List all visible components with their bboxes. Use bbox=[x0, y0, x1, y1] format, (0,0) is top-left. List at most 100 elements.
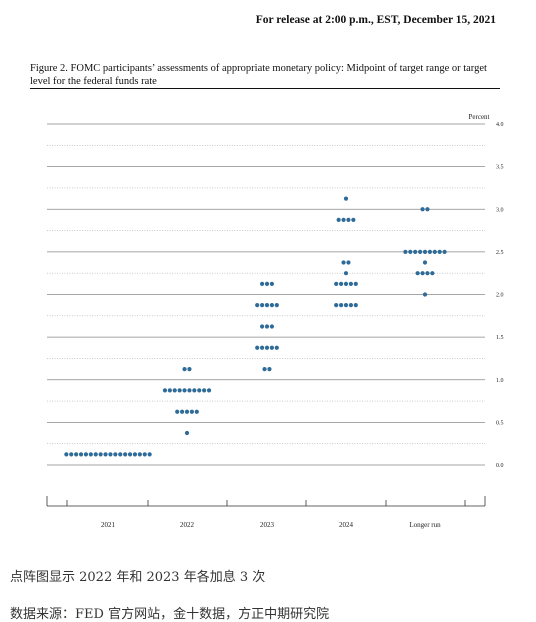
x-category-label: Longer run bbox=[409, 521, 441, 529]
dot-point bbox=[187, 388, 192, 393]
y-tick-label: 0.0 bbox=[496, 463, 504, 469]
y-tick-label: 0.5 bbox=[496, 420, 504, 426]
dot-point bbox=[430, 271, 435, 276]
y-tick-label: 4.0 bbox=[496, 122, 504, 128]
dot-point bbox=[184, 430, 190, 436]
dot-point bbox=[427, 249, 432, 254]
dot-point bbox=[187, 366, 192, 372]
dot-point bbox=[189, 409, 194, 414]
dot-point bbox=[167, 388, 172, 393]
dot-point bbox=[194, 409, 199, 414]
y-tick-label: 3.5 bbox=[496, 165, 504, 171]
dot-point bbox=[103, 452, 108, 457]
dot-point bbox=[182, 388, 187, 393]
dot-point bbox=[177, 388, 182, 393]
y-axis-label: Percent bbox=[469, 113, 490, 121]
y-tick-label: 1.5 bbox=[496, 335, 504, 341]
caption-source: 数据来源：FED 官方网站，金十数据，方正中期研究院 bbox=[10, 607, 330, 622]
dot-point bbox=[64, 452, 69, 457]
dot-point bbox=[348, 281, 353, 286]
dot-point bbox=[343, 196, 349, 201]
dot-point bbox=[260, 324, 265, 329]
dot-point bbox=[348, 303, 353, 308]
dot-point bbox=[260, 303, 265, 308]
dot-point bbox=[343, 271, 349, 276]
x-category-label: 2024 bbox=[339, 521, 354, 529]
dot-point bbox=[83, 452, 89, 457]
dot-point bbox=[260, 281, 265, 286]
dot-point bbox=[260, 345, 265, 350]
caption-summary: 点阵图显示 2022 年和 2023 年各加息 3 次 bbox=[10, 570, 266, 585]
axes: 0.0 0.5 1.0 1.5 2.0 2.5 3.0 3.5 4.0 Percent 2021 20… bbox=[46, 113, 504, 529]
dot-point bbox=[127, 452, 133, 457]
dot-point bbox=[403, 249, 408, 254]
dots bbox=[64, 196, 447, 457]
title-rule bbox=[30, 88, 500, 89]
dot-point bbox=[142, 452, 147, 457]
dot-point bbox=[351, 217, 356, 223]
dot-point bbox=[415, 271, 420, 276]
dot-point bbox=[182, 366, 187, 372]
dot-point bbox=[343, 303, 349, 308]
dot-point bbox=[267, 366, 272, 372]
dot-point bbox=[346, 260, 351, 265]
y-tick-label: 2.5 bbox=[496, 250, 504, 256]
dot-point bbox=[69, 452, 74, 457]
dot-point bbox=[336, 217, 341, 223]
dot-point bbox=[202, 388, 207, 393]
dot-point bbox=[192, 388, 197, 393]
dot-point bbox=[98, 452, 103, 457]
dot-point bbox=[437, 249, 442, 254]
x-category-label: 2022 bbox=[180, 521, 195, 529]
dot-point bbox=[425, 207, 430, 212]
dot-point bbox=[420, 207, 425, 212]
dot-point bbox=[339, 281, 344, 286]
dot-point bbox=[88, 452, 93, 457]
dot-point bbox=[353, 281, 358, 286]
dot-point bbox=[269, 324, 274, 329]
dot-point bbox=[432, 249, 437, 254]
dot-point bbox=[175, 409, 180, 414]
dot-point bbox=[269, 281, 274, 286]
dot-point bbox=[172, 388, 177, 393]
dot-point bbox=[339, 303, 344, 308]
dot-point bbox=[74, 452, 79, 457]
dot-point bbox=[425, 271, 430, 276]
dot-point bbox=[264, 281, 270, 286]
dot-point bbox=[123, 452, 128, 457]
dot-point bbox=[341, 217, 346, 223]
dot-point bbox=[334, 303, 339, 308]
dot-point bbox=[422, 249, 428, 254]
dot-point bbox=[422, 292, 428, 297]
dot-point bbox=[413, 249, 418, 254]
y-tick-label: 3.0 bbox=[496, 207, 504, 213]
dot-point bbox=[118, 452, 123, 457]
dot-point bbox=[274, 303, 279, 308]
dot-point bbox=[147, 452, 152, 457]
dot-point bbox=[113, 452, 118, 457]
x-category-label: 2021 bbox=[101, 521, 116, 529]
dot-point bbox=[442, 249, 447, 254]
gridlines bbox=[47, 123, 485, 466]
dot-point bbox=[264, 303, 270, 308]
y-tick-label: 2.0 bbox=[496, 293, 504, 299]
dot-point bbox=[132, 452, 138, 457]
dot-point bbox=[206, 388, 212, 393]
dot-point bbox=[78, 452, 84, 457]
dot-point bbox=[422, 260, 428, 265]
y-tick-label: 1.0 bbox=[496, 378, 504, 384]
dot-plot-chart: 0.0 0.5 1.0 1.5 2.0 2.5 3.0 3.5 4.0 Percent 2021 20… bbox=[46, 113, 504, 529]
dot-point bbox=[264, 324, 270, 329]
dot-point bbox=[334, 281, 339, 286]
x-category-label: 2023 bbox=[260, 521, 275, 529]
dot-point bbox=[262, 366, 267, 372]
dot-point bbox=[353, 303, 358, 308]
dot-point bbox=[162, 388, 168, 393]
dot-point bbox=[269, 345, 274, 350]
figure-title: Figure 2. FOMC participants’ assessments… bbox=[30, 63, 487, 87]
dot-point bbox=[93, 452, 98, 457]
dot-point bbox=[418, 249, 423, 254]
release-notice: For release at 2:00 p.m., EST, December … bbox=[255, 14, 496, 26]
dot-point bbox=[180, 409, 185, 414]
dot-point bbox=[137, 452, 142, 457]
